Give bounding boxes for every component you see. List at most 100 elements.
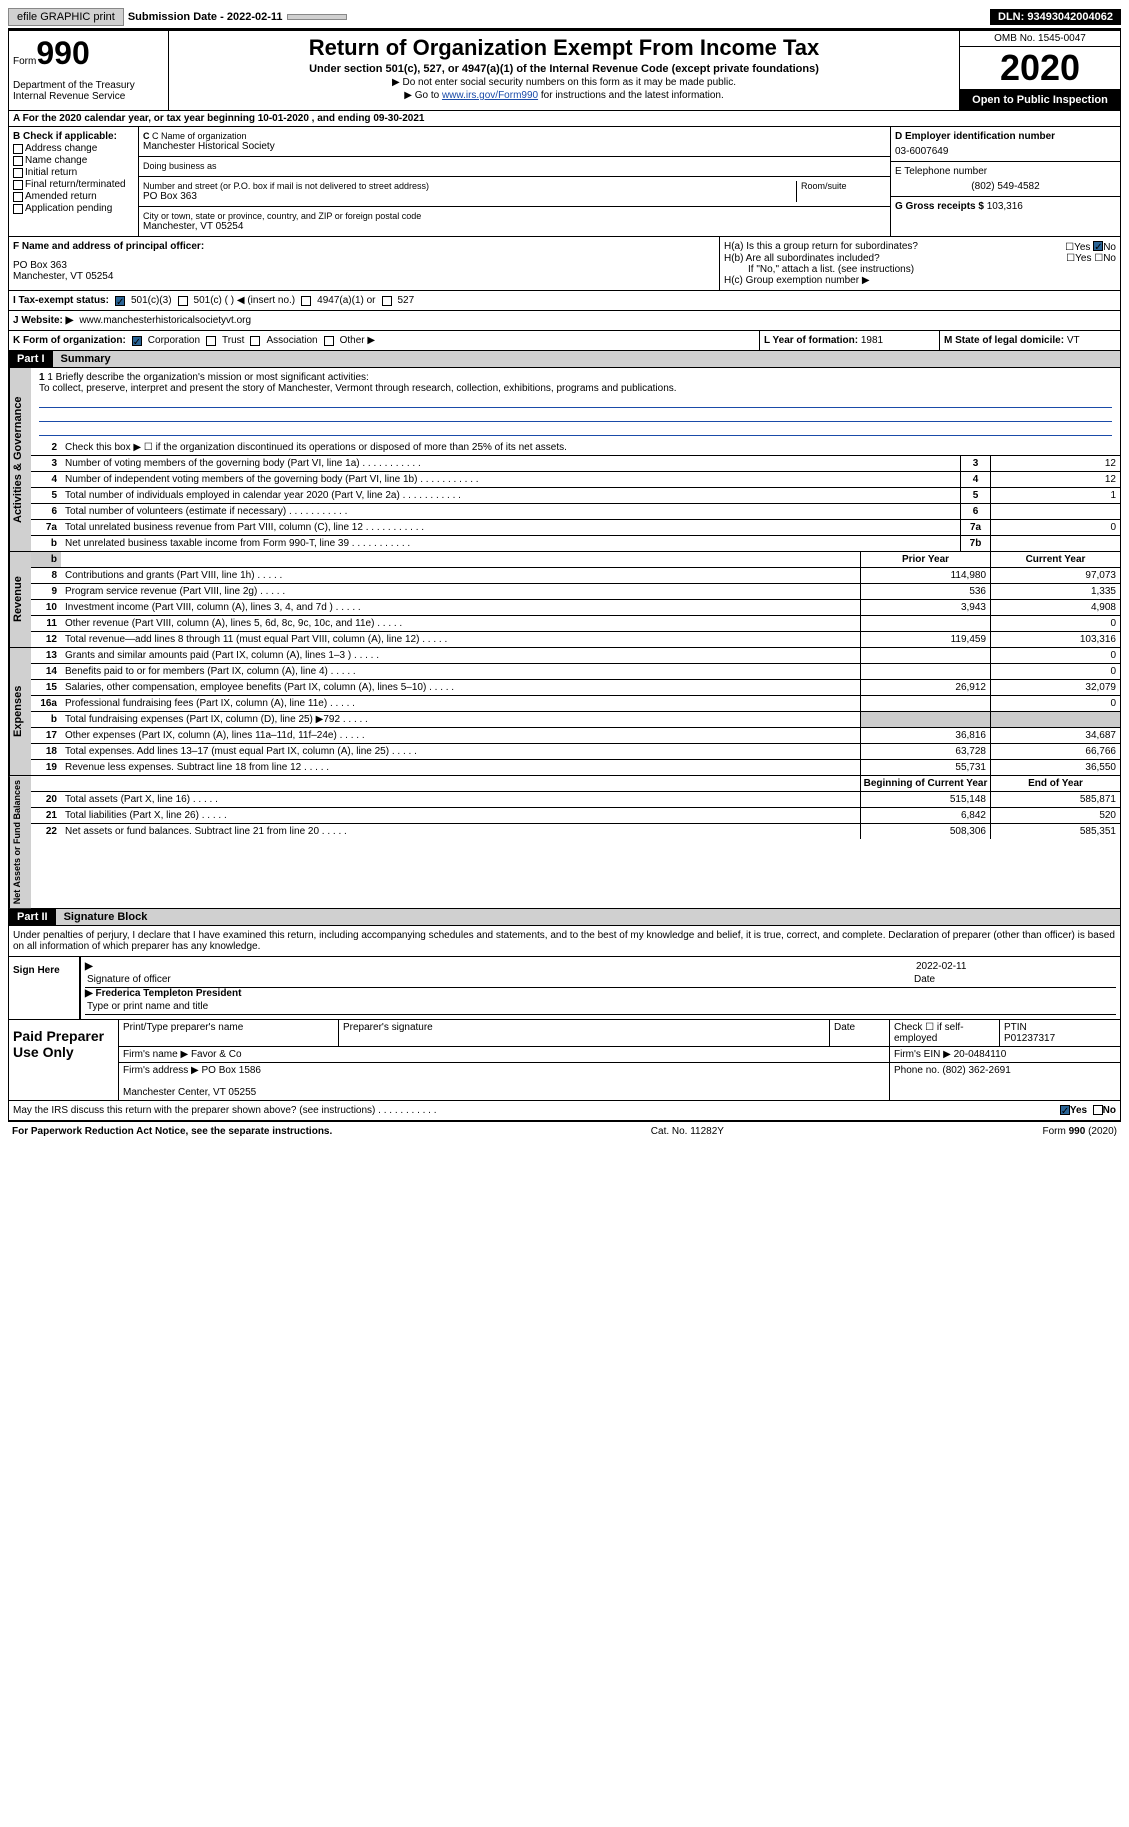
org-name: Manchester Historical Society (143, 141, 886, 152)
year-formation: 1981 (861, 335, 883, 346)
row-18: 18Total expenses. Add lines 13–17 (must … (31, 744, 1120, 760)
row-klm: K Form of organization: ✓Corporation Tru… (8, 331, 1121, 351)
hc-label: H(c) Group exemption number ▶ (724, 275, 1116, 286)
form-header: Form990 Department of the Treasury Inter… (8, 30, 1121, 111)
footer: For Paperwork Reduction Act Notice, see … (8, 1121, 1121, 1141)
city: Manchester, VT 05254 (143, 221, 886, 232)
row-21: 21Total liabilities (Part X, line 26)6,8… (31, 808, 1120, 824)
open-inspection: Open to Public Inspection (960, 90, 1120, 110)
row-fh: F Name and address of principal officer:… (8, 237, 1121, 291)
form-number: 990 (36, 35, 89, 71)
row-17: 17Other expenses (Part IX, column (A), l… (31, 728, 1120, 744)
row-i: I Tax-exempt status: ✓501(c)(3) 501(c) (… (8, 291, 1121, 311)
instruction-2: ▶ Go to www.irs.gov/Form990 for instruct… (173, 90, 955, 101)
gov-row-7a: 7aTotal unrelated business revenue from … (31, 520, 1120, 536)
omb-number: OMB No. 1545-0047 (960, 31, 1120, 47)
row-a: A For the 2020 calendar year, or tax yea… (8, 111, 1121, 127)
officer-name: Frederica Templeton President (95, 988, 241, 999)
ein: 03-6007649 (895, 146, 1116, 157)
corp-checkbox[interactable]: ✓ (132, 336, 142, 346)
officer-label: F Name and address of principal officer: (13, 241, 715, 252)
name-label: C Name of organization (152, 131, 247, 141)
mission-text: To collect, preserve, interpret and pres… (39, 383, 1112, 394)
submission-label: Submission Date - 2022-02-11 (128, 11, 283, 23)
addr: PO Box 363 (143, 191, 796, 202)
trust-checkbox[interactable] (206, 336, 216, 346)
expenses-section: Expenses 13Grants and similar amounts pa… (8, 648, 1121, 776)
row-19: 19Revenue less expenses. Subtract line 1… (31, 760, 1120, 775)
check-final-return-terminated[interactable] (13, 180, 23, 190)
527-checkbox[interactable] (382, 296, 392, 306)
row-16a: 16aProfessional fundraising fees (Part I… (31, 696, 1120, 712)
revenue-section: Revenue bPrior YearCurrent Year 8Contrib… (8, 552, 1121, 648)
instruction-1: ▶ Do not enter social security numbers o… (173, 77, 955, 88)
check-initial-return[interactable] (13, 168, 23, 178)
ha-label: H(a) Is this a group return for subordin… (724, 241, 918, 253)
check-application-pending[interactable] (13, 204, 23, 214)
phone: (802) 549-4582 (895, 181, 1116, 192)
discuss-yes-checkbox[interactable]: ✓ (1060, 1105, 1070, 1115)
entity-grid: B Check if applicable: Address changeNam… (8, 127, 1121, 237)
exp-tab: Expenses (9, 648, 31, 775)
row-13: 13Grants and similar amounts paid (Part … (31, 648, 1120, 664)
row-20: 20Total assets (Part X, line 16)515,1485… (31, 792, 1120, 808)
netassets-section: Net Assets or Fund Balances Beginning of… (8, 776, 1121, 909)
discuss-row: May the IRS discuss this return with the… (8, 1101, 1121, 1121)
top-bar: efile GRAPHIC print Submission Date - 20… (8, 8, 1121, 26)
501c-checkbox[interactable] (178, 296, 188, 306)
blank-button[interactable] (287, 14, 347, 20)
gov-row-6: 6Total number of volunteers (estimate if… (31, 504, 1120, 520)
firm-ein: 20-0484110 (954, 1049, 1007, 1060)
h-note: If "No," attach a list. (see instruction… (724, 264, 1116, 275)
row-b: bTotal fundraising expenses (Part IX, co… (31, 712, 1120, 728)
officer-addr: PO Box 363 Manchester, VT 05254 (13, 260, 715, 282)
check-name-change[interactable] (13, 156, 23, 166)
dba-label: Doing business as (143, 161, 217, 171)
row-15: 15Salaries, other compensation, employee… (31, 680, 1120, 696)
gov-row-b: bNet unrelated business taxable income f… (31, 536, 1120, 551)
q1: 1 1 Briefly describe the organization's … (39, 372, 1112, 383)
city-label: City or town, state or province, country… (143, 211, 886, 221)
form-label: Form (13, 56, 36, 67)
sign-here-block: Sign Here ▶2022-02-11 Signature of offic… (8, 957, 1121, 1020)
row-10: 10Investment income (Part VIII, column (… (31, 600, 1120, 616)
irs-link[interactable]: www.irs.gov/Form990 (442, 90, 538, 101)
gov-row-3: 3Number of voting members of the governi… (31, 456, 1120, 472)
domicile: VT (1067, 335, 1080, 346)
firm-phone: (802) 362-2691 (942, 1065, 1010, 1076)
form-title: Return of Organization Exempt From Incom… (173, 35, 955, 61)
ha-no-checkbox[interactable]: ✓ (1093, 241, 1103, 251)
rev-tab: Revenue (9, 552, 31, 647)
section-b-label: B Check if applicable: (13, 131, 134, 142)
check-address-change[interactable] (13, 144, 23, 154)
assoc-checkbox[interactable] (250, 336, 260, 346)
check-amended-return[interactable] (13, 192, 23, 202)
department: Department of the Treasury Internal Reve… (13, 80, 164, 102)
website: www.manchesterhistoricalsocietyvt.org (79, 315, 251, 326)
discuss-no-checkbox[interactable] (1093, 1105, 1103, 1115)
room-label: Room/suite (796, 181, 886, 202)
addr-label: Number and street (or P.O. box if mail i… (143, 181, 796, 191)
other-checkbox[interactable] (324, 336, 334, 346)
row-22: 22Net assets or fund balances. Subtract … (31, 824, 1120, 839)
501c3-checkbox[interactable]: ✓ (115, 296, 125, 306)
phone-label: E Telephone number (895, 166, 1116, 177)
na-tab: Net Assets or Fund Balances (9, 776, 31, 908)
governance-section: Activities & Governance 1 1 Briefly desc… (8, 368, 1121, 552)
declaration: Under penalties of perjury, I declare th… (8, 926, 1121, 957)
sig-officer-label: Signature of officer (87, 974, 914, 985)
tax-year: 2020 (960, 47, 1120, 90)
ein-label: D Employer identification number (895, 131, 1116, 142)
form-subtitle: Under section 501(c), 527, or 4947(a)(1)… (173, 63, 955, 75)
q2: Check this box ▶ ☐ if the organization d… (61, 440, 1120, 455)
row-12: 12Total revenue—add lines 8 through 11 (… (31, 632, 1120, 647)
gov-row-4: 4Number of independent voting members of… (31, 472, 1120, 488)
4947-checkbox[interactable] (301, 296, 311, 306)
form-ref: Form 990 (2020) (1043, 1126, 1117, 1137)
row-8: 8Contributions and grants (Part VIII, li… (31, 568, 1120, 584)
efile-button[interactable]: efile GRAPHIC print (8, 8, 124, 26)
ptin: P01237317 (1004, 1033, 1055, 1044)
row-j: J Website: ▶ www.manchesterhistoricalsoc… (8, 311, 1121, 331)
gov-row-5: 5Total number of individuals employed in… (31, 488, 1120, 504)
part-2-header: Part IISignature Block (8, 909, 1121, 926)
